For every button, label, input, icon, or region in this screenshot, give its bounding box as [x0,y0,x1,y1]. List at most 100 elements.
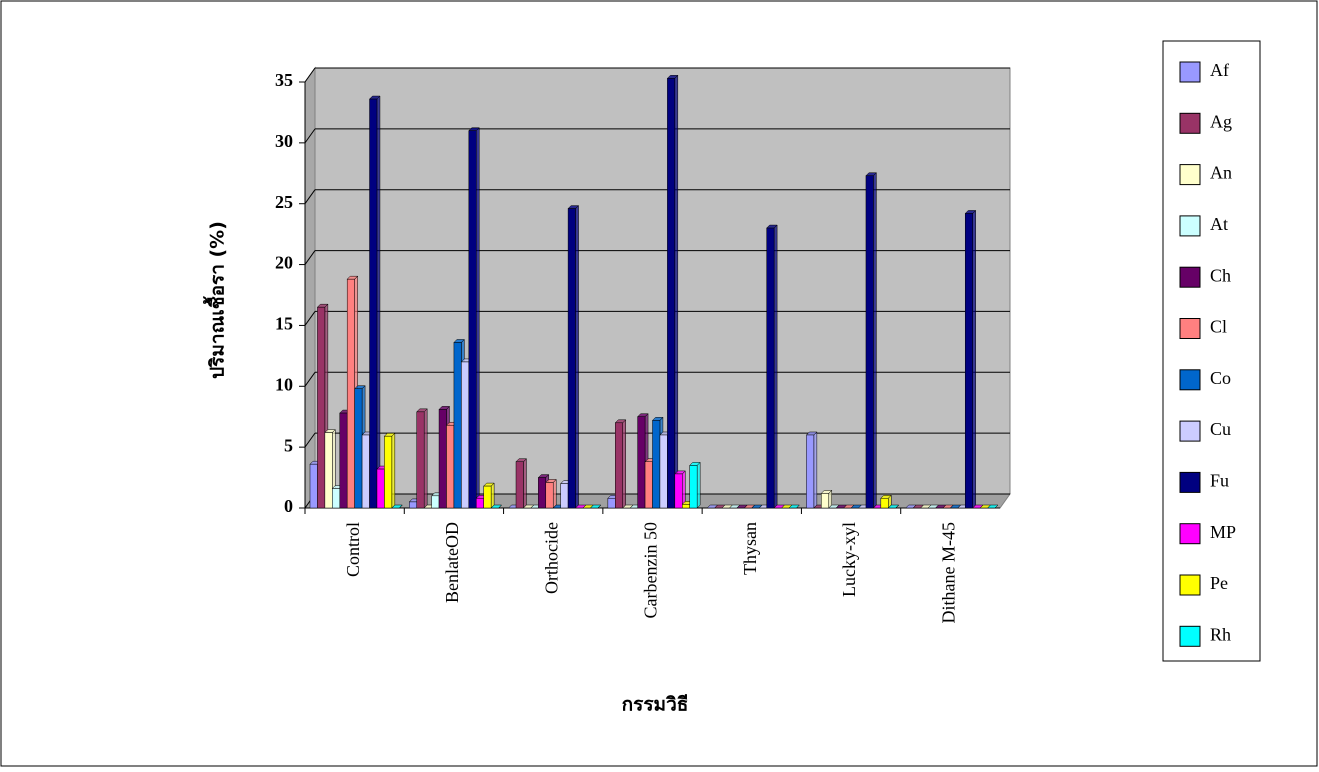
bar-top [589,504,602,509]
bar [361,434,370,509]
bar-top [986,504,999,509]
y-tick-label: 25 [275,192,293,212]
x-axis-title: กรรมวิธี [622,694,689,716]
side-wall [304,66,316,510]
legend-swatch [1179,266,1201,288]
y-tick-label: 15 [275,314,293,334]
legend-swatch [1179,369,1201,391]
legend [1162,40,1261,662]
bar-top [391,504,403,509]
bar-top [788,504,801,509]
bar [468,130,477,509]
y-tick-label: 35 [275,70,293,90]
bar [538,477,547,509]
y-tick-label: 5 [284,435,293,455]
bar [682,504,690,509]
bar-side [622,419,626,509]
bar [545,482,554,509]
x-tick-label: Control [343,522,363,577]
bar [766,227,775,509]
y-tick-label: 0 [284,496,293,516]
bar [409,501,417,509]
bar-side [972,209,976,509]
legend-label: Ch [1210,265,1231,285]
bar [376,468,385,509]
bar-top [490,504,503,509]
bar [806,434,815,509]
bar-side [674,74,679,509]
y-tick-label: 10 [275,374,293,394]
grid-line [304,250,316,265]
x-tick-label: Dithane M-45 [938,522,958,623]
bar-side [575,204,579,509]
y-tick-label: 20 [275,253,293,273]
bar [324,432,333,509]
bar [659,434,668,509]
bar [384,435,393,509]
bar-side [423,408,428,509]
legend-label: Co [1210,368,1231,388]
bar [674,473,683,509]
grid-line [304,311,316,326]
legend-swatch [1179,574,1201,596]
legend-label: Af [1210,60,1229,80]
bar-side [873,172,877,509]
bar [964,213,973,509]
legend-swatch [1179,61,1201,83]
bar [309,463,318,509]
legend-label: MP [1210,522,1236,542]
bar [354,388,363,509]
bar-side [490,482,495,509]
bar-side [773,224,778,509]
bar [515,461,524,509]
legend-swatch [1179,164,1201,186]
bar-side [813,431,818,509]
legend-swatch [1179,112,1201,134]
legend-label: Ag [1210,111,1232,131]
bar-top [887,504,900,509]
bar [615,422,623,509]
bar [416,411,425,509]
legend-swatch [1179,523,1201,545]
x-tick-label: BenlateOD [442,522,462,603]
bar [438,409,447,509]
x-tick-label: Thysan [740,522,760,575]
legend-swatch [1179,625,1201,647]
bar-side [391,432,396,509]
bar [644,461,653,509]
bar-side [476,127,480,509]
bar-side [523,458,527,509]
bar [446,424,455,509]
bar [637,416,646,509]
bar [567,208,576,509]
y-axis-title: ปริมาณเชื้อรา (%) [203,221,229,379]
bar [560,483,569,509]
bar-side [552,478,557,509]
legend-swatch [1179,420,1201,442]
x-tick-label: Lucky-xyl [839,522,859,597]
grid-line [304,189,316,205]
bar [346,278,355,509]
legend-label: Cu [1210,419,1231,439]
grid-line [304,128,316,144]
grid-line [304,67,316,83]
bar [461,361,470,509]
y-tick-label: 30 [275,131,293,151]
bar [821,493,829,509]
bar [332,488,341,509]
bar [317,306,326,509]
bar [476,498,484,509]
bar [483,485,492,509]
bar-side [376,95,381,509]
legend-label: Rh [1210,624,1231,644]
legend-swatch [1179,471,1201,493]
legend-swatch [1179,215,1201,237]
bar [339,412,348,509]
bar [880,498,889,509]
bar [652,420,661,509]
grid-line [304,432,316,448]
legend-label: An [1210,163,1232,183]
bar [453,342,462,509]
bar [431,495,440,509]
